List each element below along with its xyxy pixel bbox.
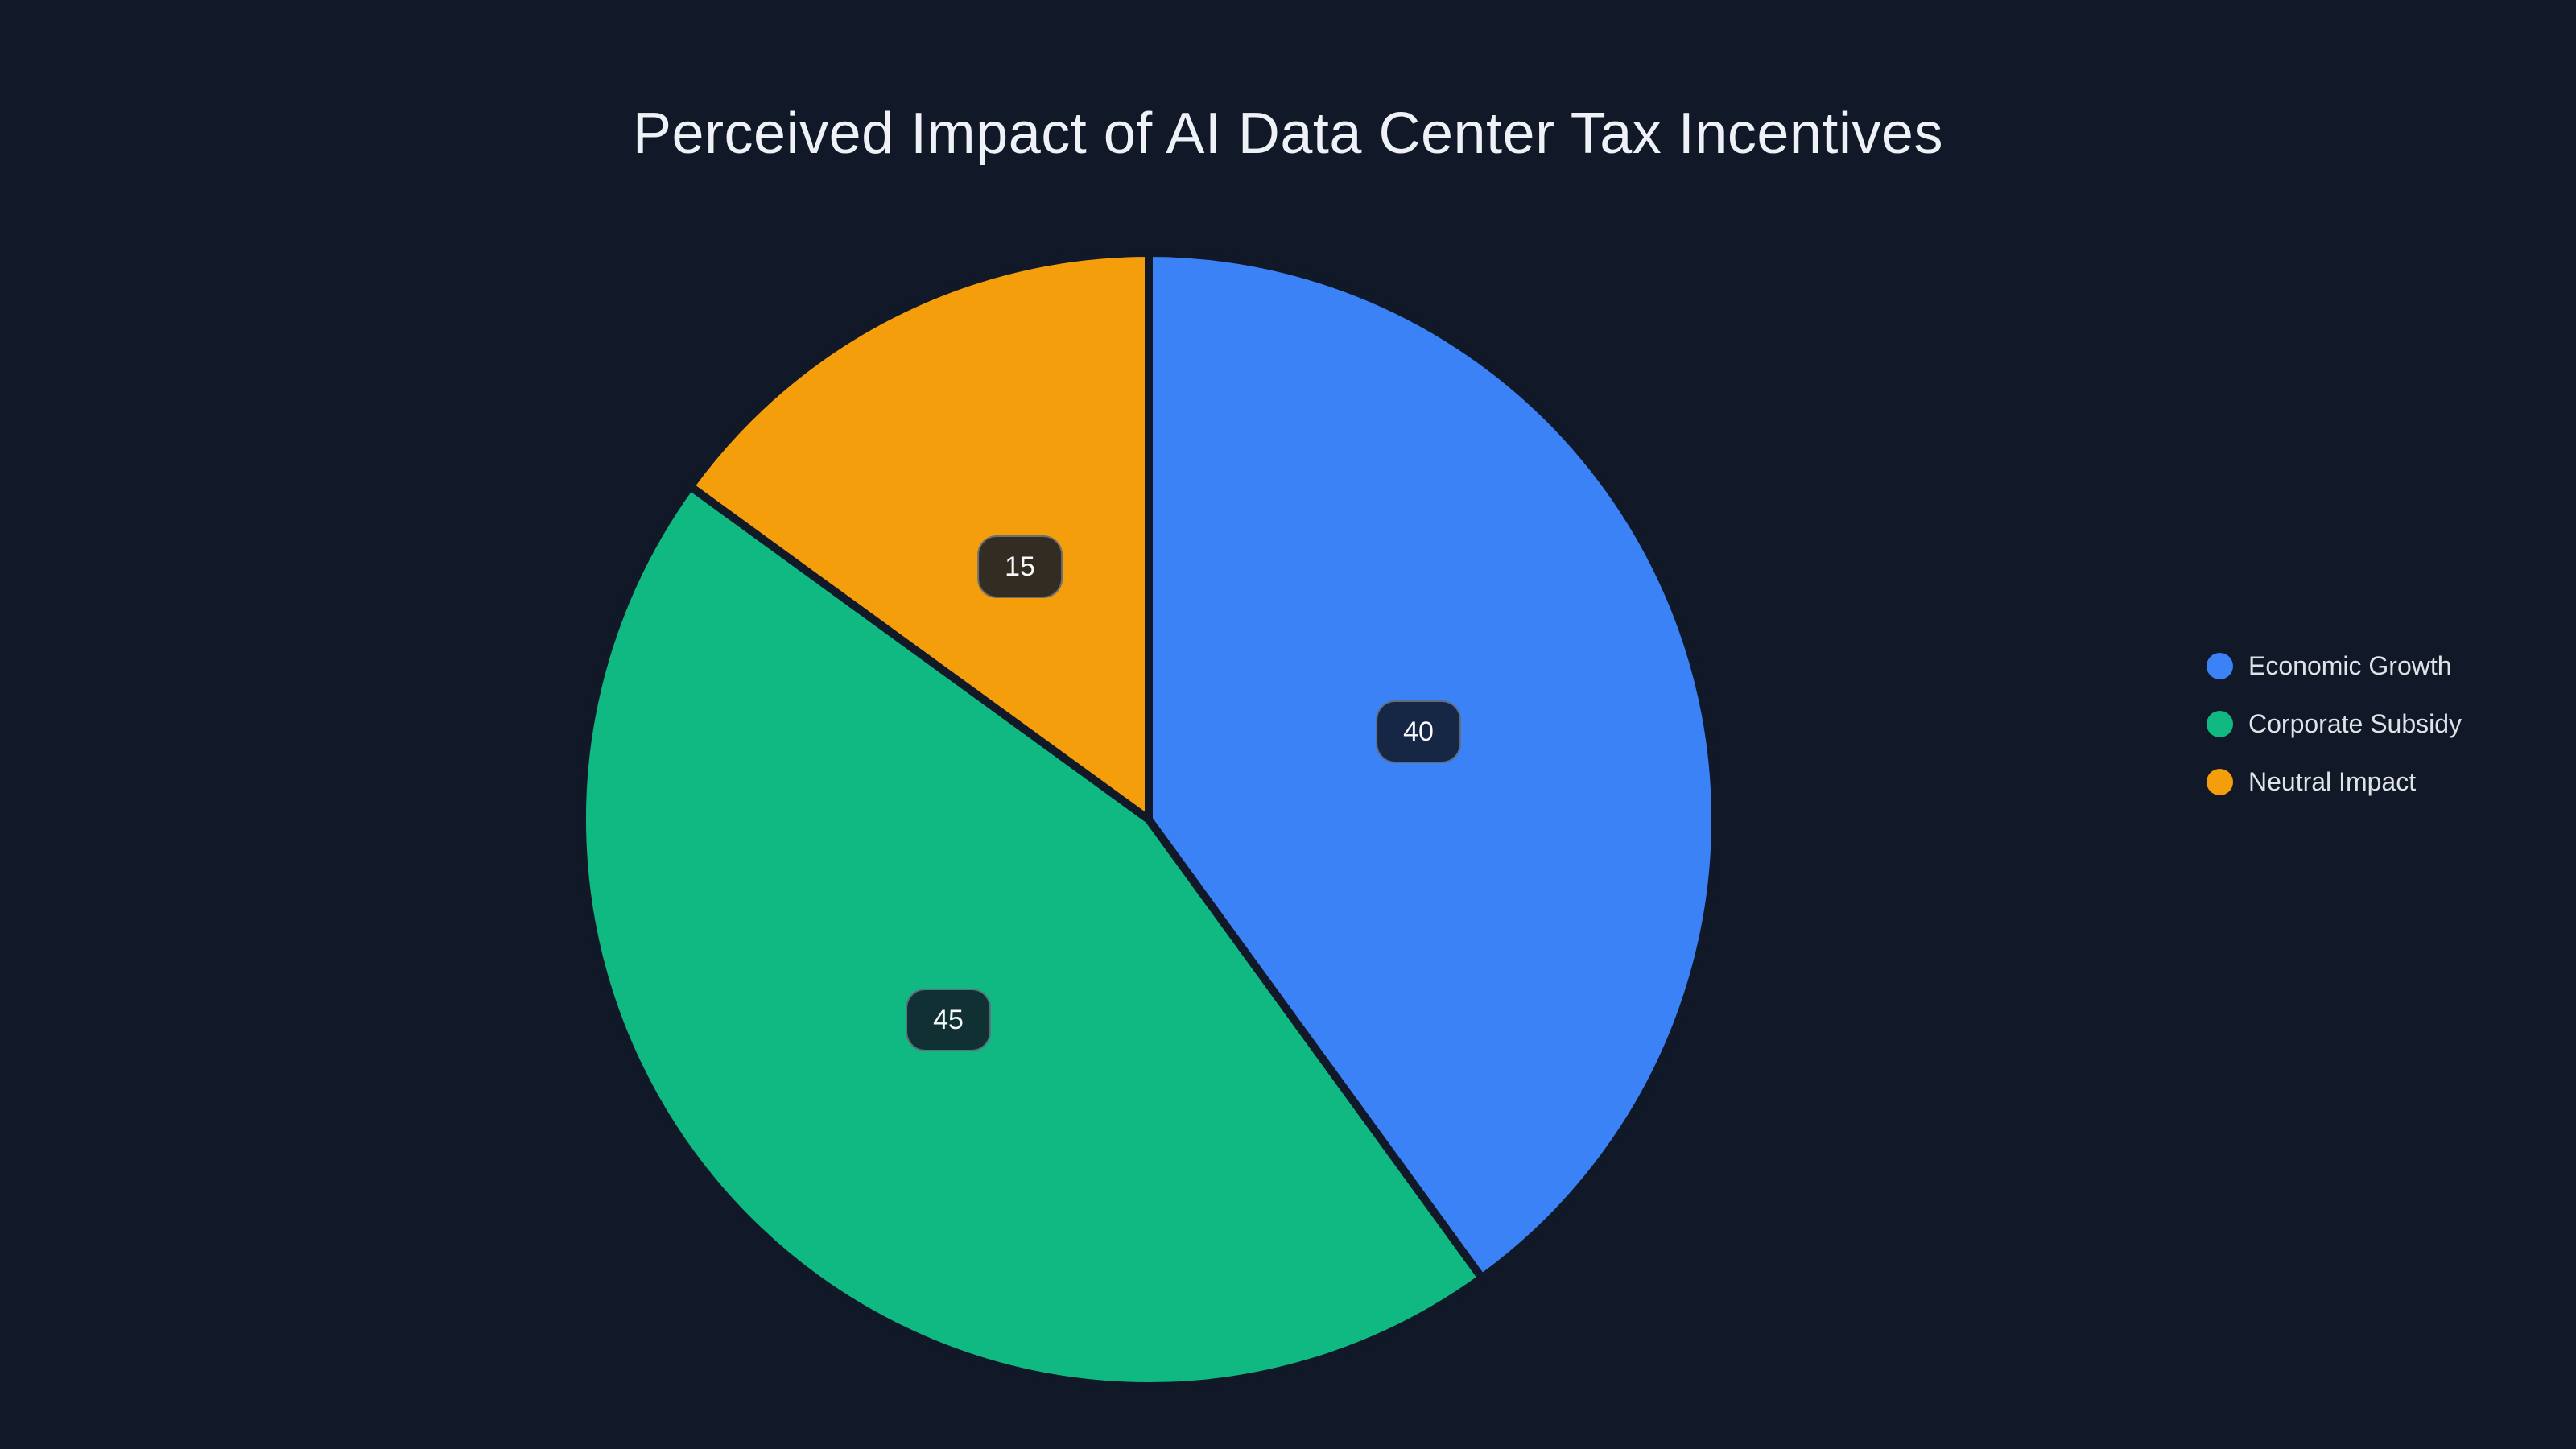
legend-swatch-icon — [2207, 710, 2233, 737]
pie-slice-neutral-impact[interactable] — [686, 249, 1153, 824]
legend-item-label: Neutral Impact — [2248, 766, 2417, 796]
pie-slice-corporate-subsidy[interactable] — [578, 482, 1486, 1390]
legend-item-neutral-impact[interactable]: Neutral Impact — [2207, 753, 2462, 811]
legend-swatch-icon — [2207, 652, 2233, 679]
legend-item-label: Corporate Subsidy — [2248, 708, 2462, 738]
chart-title: Perceived Impact of AI Data Center Tax I… — [633, 101, 1943, 166]
legend-item-economic-growth[interactable]: Economic Growth — [2207, 637, 2462, 695]
legend-swatch-icon — [2207, 768, 2233, 795]
slice-value-label-neutral-impact: 15 — [977, 535, 1063, 598]
slice-value-label-economic-growth: 40 — [1376, 700, 1461, 763]
legend-item-corporate-subsidy[interactable]: Corporate Subsidy — [2207, 695, 2462, 753]
slice-value-label-corporate-subsidy: 45 — [906, 989, 991, 1051]
legend-item-label: Economic Growth — [2248, 650, 2452, 680]
legend: Economic Growth Corporate Subsidy Neutral … — [2207, 637, 2462, 811]
pie-slice-economic-growth[interactable] — [1145, 249, 1719, 1282]
